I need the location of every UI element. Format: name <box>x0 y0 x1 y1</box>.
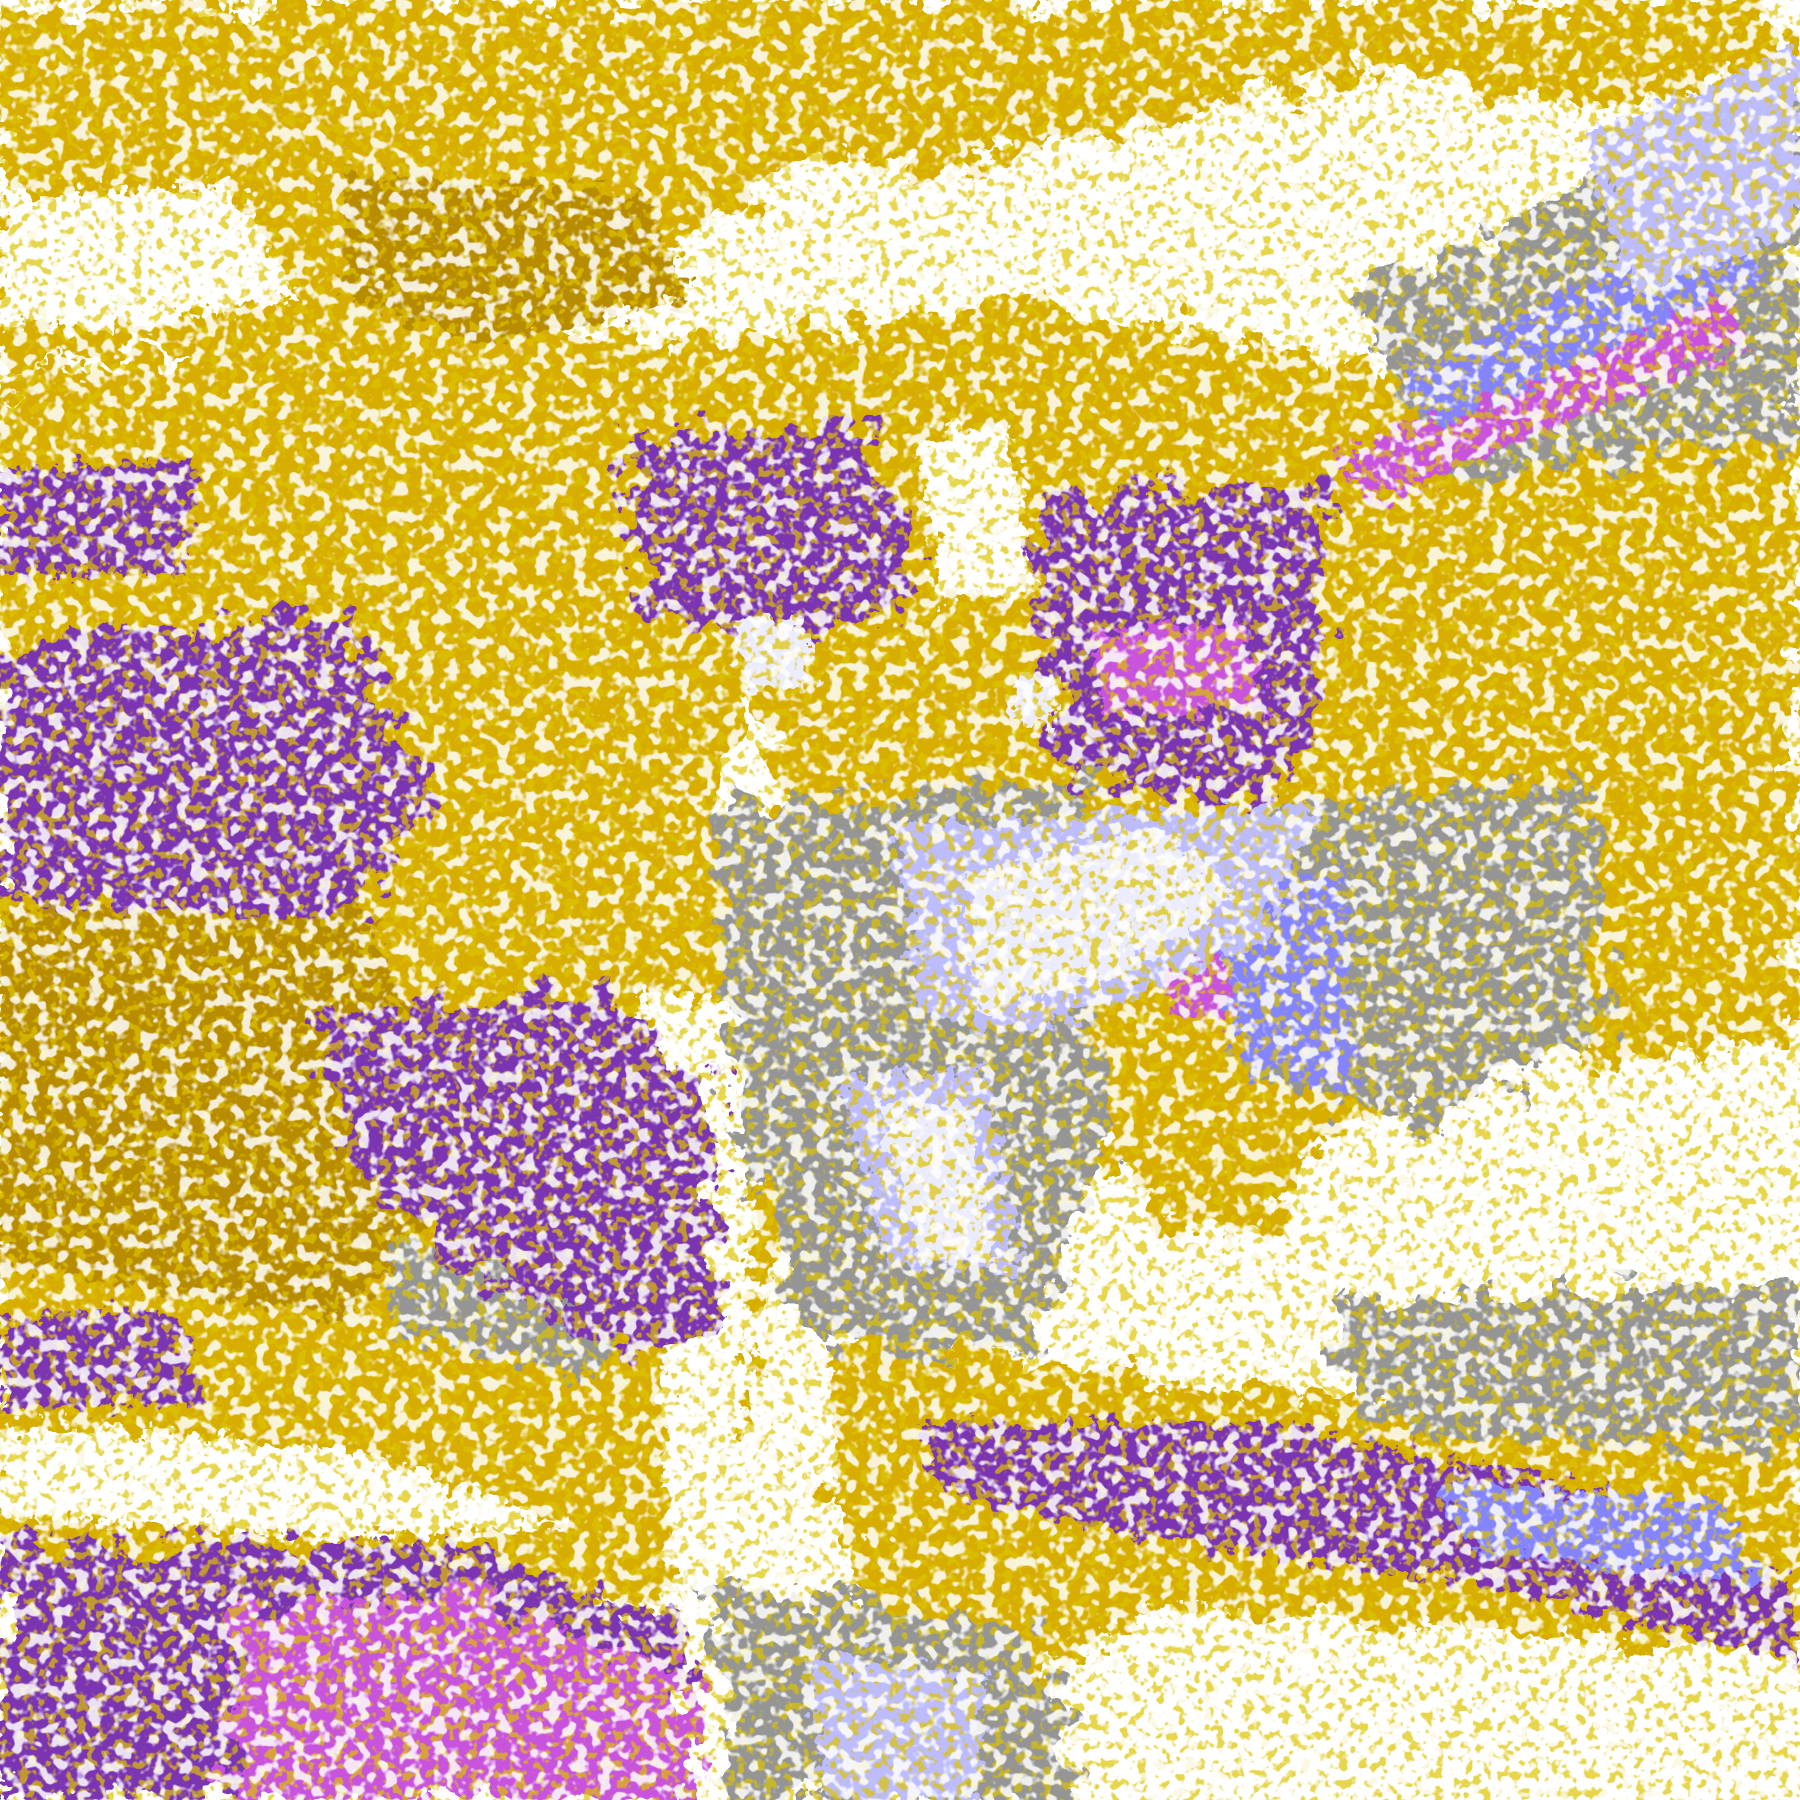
clear-speckle-overlay <box>0 0 1800 1800</box>
satellite-classification-map <box>0 0 1800 1800</box>
